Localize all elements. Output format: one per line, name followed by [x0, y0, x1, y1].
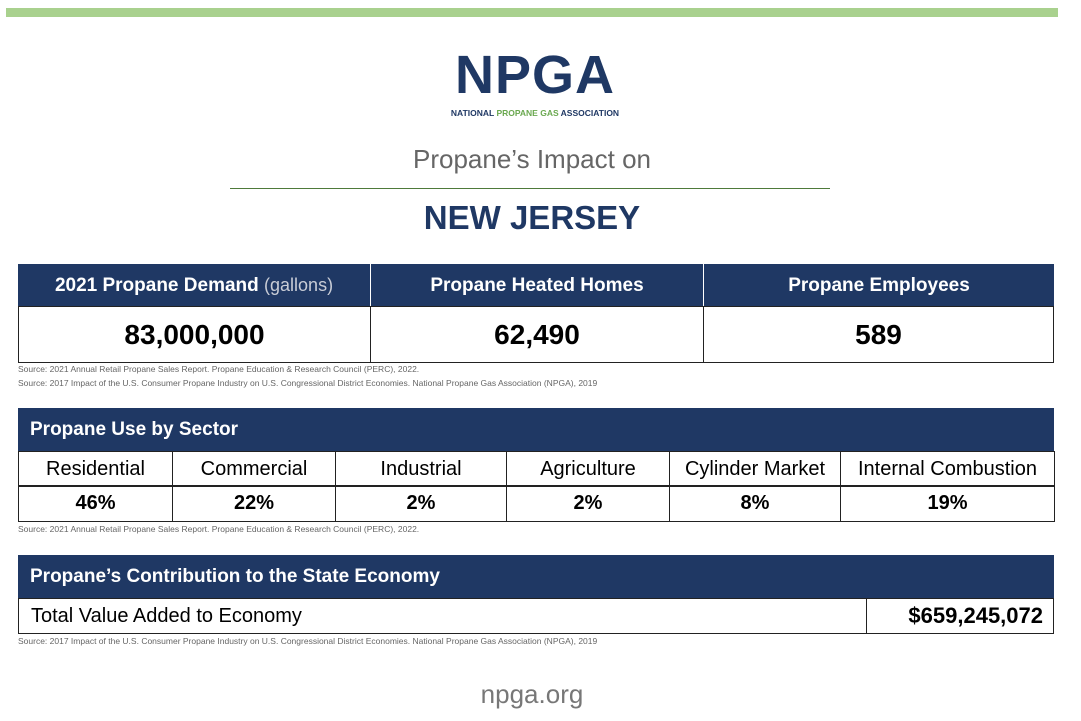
sector-label: Commercial [172, 451, 336, 487]
divider [230, 188, 830, 189]
value-cell: 62,490 [370, 306, 704, 363]
sector-value: 2% [335, 485, 507, 522]
section-header: Propane Use by Sector [18, 408, 1054, 451]
section-header: Propane’s Contribution to the State Econ… [18, 555, 1054, 598]
source-note: Source: 2021 Annual Retail Propane Sales… [18, 364, 420, 374]
sector-value: 2% [506, 485, 670, 522]
source-note: Source: 2017 Impact of the U.S. Consumer… [18, 378, 598, 388]
source-note: Source: 2017 Impact of the U.S. Consumer… [18, 636, 598, 646]
sector-value: 19% [840, 485, 1055, 522]
tagline-part: ASSOCIATION [560, 108, 620, 118]
header-label: 2021 Propane Demand [54, 274, 259, 296]
logo-tagline: NATIONAL PROPANE GAS ASSOCIATION [420, 108, 650, 118]
footer-url: npga.org [480, 679, 584, 709]
sector-value: 8% [669, 485, 841, 522]
top-bar [6, 8, 1058, 17]
logo-mark: NPGA [454, 45, 615, 105]
source-note: Source: 2021 Annual Retail Propane Sales… [18, 524, 420, 534]
sector-label: Industrial [335, 451, 507, 487]
state-name: NEW JERSEY [423, 199, 641, 236]
header-cell: Propane Employees [703, 264, 1054, 307]
value-cell: 83,000,000 [18, 306, 371, 363]
economy-value: $659,245,072 [866, 598, 1054, 634]
sector-label: Internal Combustion [840, 451, 1055, 487]
header-unit: (gallons) [264, 275, 334, 295]
sector-label: Agriculture [506, 451, 670, 487]
logo: NPGA NATIONAL PROPANE GAS ASSOCIATION [420, 44, 650, 124]
tagline-part: NATIONAL [450, 108, 495, 118]
tagline-part: PROPANE GAS [496, 108, 559, 118]
sector-value: 22% [172, 485, 336, 522]
sector-label: Residential [18, 451, 173, 487]
header-cell: Propane Heated Homes [370, 264, 703, 307]
header-cell: 2021 Propane Demand (gallons) [18, 264, 370, 307]
sector-value: 46% [18, 485, 173, 522]
economy-label: Total Value Added to Economy [18, 598, 867, 634]
sector-label: Cylinder Market [669, 451, 841, 487]
value-cell: 589 [703, 306, 1054, 363]
subtitle: Propane’s Impact on [413, 144, 651, 174]
